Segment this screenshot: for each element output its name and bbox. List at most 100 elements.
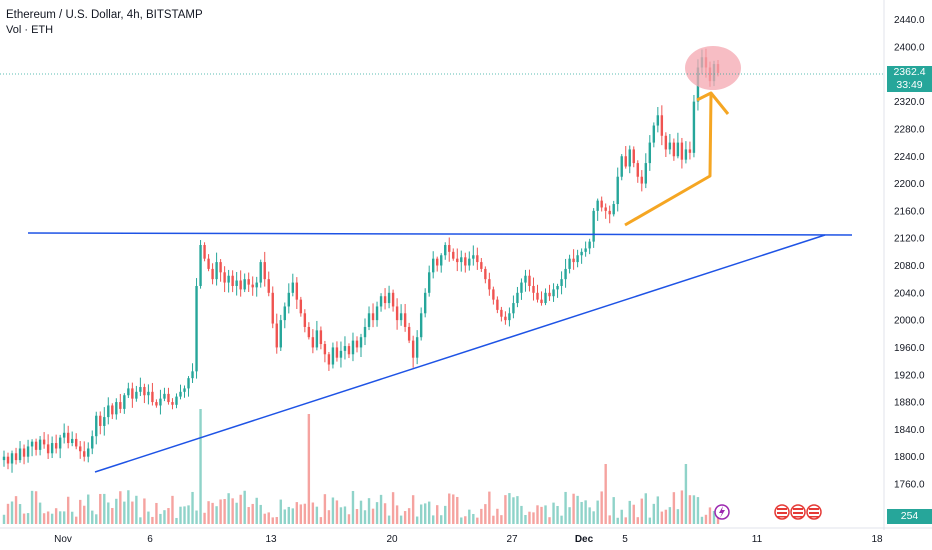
candle-body (331, 347, 335, 365)
volume-bar (303, 503, 307, 524)
us-flag-icon-1 (774, 504, 790, 520)
candle-body (524, 275, 527, 283)
candle-body (139, 387, 142, 392)
candle-body (299, 299, 303, 314)
candle-body (119, 402, 122, 409)
volume-bar (279, 499, 282, 524)
highlight-circle (685, 46, 741, 90)
volume-bar (371, 508, 375, 524)
candle-body (568, 258, 571, 269)
volume-bar (411, 495, 415, 524)
candle-body (231, 275, 234, 286)
volume-bar (42, 513, 46, 524)
candle-body (492, 289, 495, 300)
candle-body (440, 255, 443, 266)
time-tick-label: 20 (386, 534, 398, 545)
volume-bar (383, 503, 387, 524)
volume-bar (131, 501, 134, 524)
candle-body (407, 326, 411, 341)
candle-body (179, 391, 182, 397)
volume-bar (492, 515, 495, 524)
price-tick-label: 2080.0 (894, 261, 925, 272)
price-tick-label: 2400.0 (894, 43, 925, 54)
candle-body (668, 142, 672, 150)
candle-body (115, 402, 118, 415)
volume-bar (496, 508, 499, 524)
candle-body (323, 344, 327, 355)
orange-arrow (624, 92, 713, 227)
candle-body (283, 306, 286, 321)
candle-body (2, 456, 6, 461)
candle-body (355, 340, 359, 348)
candle-body (50, 443, 54, 454)
volume-bar (616, 517, 619, 524)
volume-bar (159, 513, 162, 524)
us-flag-icon-3 (806, 504, 822, 520)
volume-bar (243, 490, 246, 524)
volume-bar (107, 502, 110, 524)
candle-body (423, 292, 427, 314)
time-tick-label: 27 (506, 534, 518, 545)
volume-bar (311, 502, 315, 524)
volume-bar (227, 493, 230, 524)
candle-body (307, 326, 311, 338)
candle-body (351, 340, 355, 355)
symbol-title[interactable]: Ethereum / U.S. Dollar, 4h, BITSTAMP (6, 9, 203, 21)
candle-body (456, 258, 459, 263)
candle-body (576, 255, 579, 263)
volume-bar (143, 498, 146, 524)
volume-bar (30, 490, 34, 524)
volume-bar (395, 505, 399, 524)
volume-bar (215, 506, 218, 524)
volume-bar (267, 512, 270, 524)
volume-bar (307, 414, 311, 524)
volume-bar (70, 511, 74, 524)
candle-body (183, 388, 186, 392)
candle-body (75, 438, 78, 447)
candle-body (135, 391, 138, 399)
volume-bar (387, 515, 391, 524)
volume-bar (355, 509, 359, 524)
volume-bar (167, 508, 170, 524)
volume-bar (444, 505, 447, 524)
candle-body (600, 200, 603, 208)
candle-body (143, 387, 146, 396)
volume-bar (235, 502, 238, 524)
volume-bar (203, 512, 206, 524)
arrow-head-icon (696, 91, 730, 115)
volume-bar (688, 495, 692, 524)
chart-header: Ethereum / U.S. Dollar, 4h, BITSTAMP Vol… (6, 8, 203, 38)
time-axis: Nov 6 13 20 27 Dec 5 11 18 (0, 527, 932, 545)
volume-bar (588, 507, 591, 524)
volume-bar (135, 495, 138, 524)
candle-body (640, 176, 643, 184)
volume-bar (367, 498, 371, 524)
volume-bar (263, 513, 266, 524)
candle-body (379, 296, 383, 307)
volume-bar (664, 509, 668, 524)
candle-body (163, 393, 166, 399)
volume-bar (123, 501, 126, 524)
candle-body (612, 204, 615, 215)
volume-bar (319, 517, 323, 524)
candle-body (211, 268, 214, 280)
volume-bar (628, 500, 631, 524)
price-tick-label: 1840.0 (894, 425, 925, 436)
volume-bar (34, 491, 38, 524)
volume-bar (259, 504, 262, 524)
candle-body (171, 402, 174, 405)
candle-body (427, 272, 431, 293)
candle-body (187, 378, 190, 389)
volume-label[interactable]: Vol · ETH (6, 24, 54, 36)
candle-body (303, 313, 307, 327)
candle-body (628, 149, 631, 167)
candle-body (347, 346, 351, 355)
volume-bar (600, 491, 603, 524)
volume-bar (436, 505, 439, 524)
volume-bar (596, 500, 599, 524)
volume-bar (716, 513, 720, 524)
candle-body (616, 176, 619, 205)
candle-body (548, 292, 551, 297)
candle-body (14, 453, 18, 461)
